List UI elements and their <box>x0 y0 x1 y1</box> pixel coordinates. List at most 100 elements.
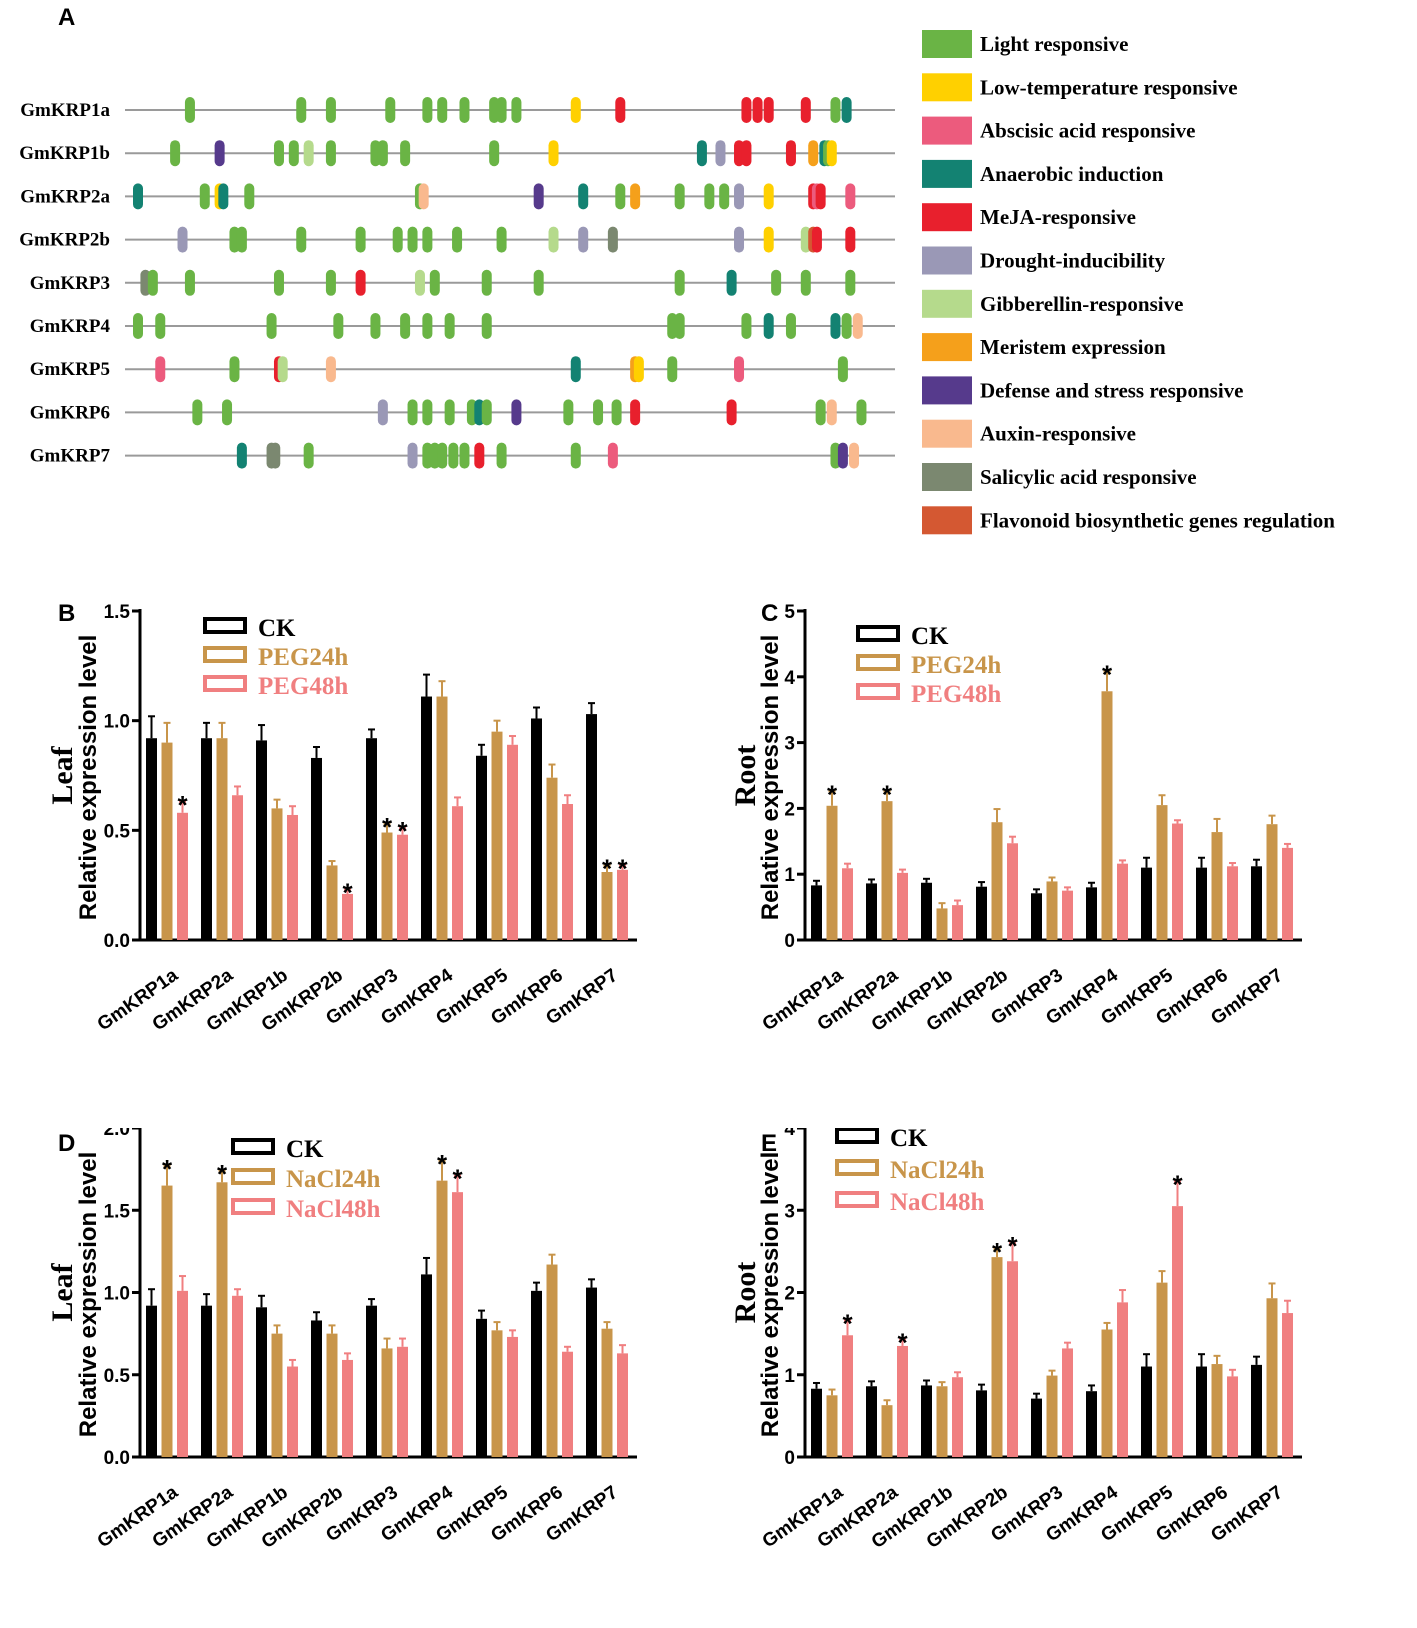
element-mark-light <box>400 140 411 167</box>
bar-nacl48h <box>1172 1206 1183 1457</box>
element-mark-light <box>444 313 455 339</box>
bar-ck <box>586 714 597 940</box>
y-tick-label: 2 <box>784 1284 795 1305</box>
legend-swatch-meristem <box>922 333 972 362</box>
element-mark-light <box>496 97 507 123</box>
y-axis-subtitle: Relative expression level <box>757 635 784 921</box>
bar-ck <box>1031 893 1042 940</box>
bar-ck <box>1251 866 1262 940</box>
y-axis-subtitle: Relative expression level <box>757 1152 784 1438</box>
element-mark-light <box>184 269 195 296</box>
element-mark-light <box>856 399 867 426</box>
element-mark-meja <box>355 269 366 296</box>
y-tick-label: 0.0 <box>104 1448 130 1469</box>
element-mark-light <box>244 183 255 210</box>
bar-peg48h <box>1282 847 1293 940</box>
bar-ck <box>256 1307 267 1457</box>
element-mark-light <box>422 97 433 123</box>
bar-peg24h <box>1101 691 1113 940</box>
bar-nacl48h <box>1282 1313 1293 1457</box>
bar-peg48h <box>287 814 298 940</box>
bar-ck <box>586 1287 597 1457</box>
element-mark-light <box>785 313 796 339</box>
bar-ck <box>1141 1366 1152 1457</box>
bar-peg48h <box>1062 890 1073 940</box>
element-mark-light <box>192 399 203 426</box>
bar-ck <box>866 883 877 940</box>
element-mark-light <box>385 97 396 123</box>
legend-label-ck: CK <box>258 615 296 642</box>
legend-swatch-peg48h <box>203 675 247 692</box>
y-axis-subtitle: Relative expression level <box>75 1152 102 1438</box>
element-mark-lowtemp <box>763 183 774 210</box>
bar-nacl48h <box>1062 1348 1073 1457</box>
element-mark-light <box>496 442 507 469</box>
bar-peg48h <box>562 804 573 940</box>
significance-star: * <box>397 816 408 846</box>
element-mark-drought <box>407 442 418 469</box>
y-axis-title: Root <box>729 1262 762 1324</box>
element-mark-aba <box>845 183 856 210</box>
significance-star: * <box>162 1154 173 1184</box>
significance-star: * <box>882 779 893 809</box>
bar-nacl48h <box>287 1366 298 1457</box>
element-mark-meja <box>763 97 774 123</box>
element-mark-light <box>481 313 492 339</box>
gene-label: GmKRP7 <box>30 446 111 467</box>
bar-peg24h <box>271 808 283 940</box>
element-mark-light <box>184 97 195 123</box>
element-mark-light <box>370 313 381 339</box>
element-mark-light <box>771 269 782 296</box>
bar-nacl24h <box>546 1264 558 1457</box>
significance-star: * <box>1172 1169 1183 1199</box>
bar-peg24h <box>216 738 228 940</box>
bar-ck <box>976 886 987 940</box>
element-mark-light <box>437 97 448 123</box>
element-mark-light <box>448 442 459 469</box>
legend-swatch-ck <box>231 1138 275 1155</box>
significance-star: * <box>217 1159 228 1189</box>
legend-label-anaerobic: Anaerobic induction <box>980 162 1164 186</box>
element-mark-meja <box>630 399 641 426</box>
element-mark-defense <box>511 399 522 426</box>
bar-peg24h <box>381 832 393 940</box>
bar-ck <box>201 738 212 940</box>
element-mark-light <box>815 399 826 426</box>
bar-peg24h <box>991 822 1003 940</box>
bar-ck <box>421 1274 432 1457</box>
element-mark-light <box>266 313 277 339</box>
element-mark-light <box>674 269 685 296</box>
bar-ck <box>921 882 932 940</box>
element-mark-meja <box>815 183 826 210</box>
y-tick-label: 2 <box>784 799 795 820</box>
bar-peg24h <box>1211 832 1223 940</box>
element-mark-light <box>296 97 307 123</box>
panel-letter-e: E <box>761 1130 778 1157</box>
legend-swatch-nacl24h <box>835 1159 879 1176</box>
y-tick-label: 1 <box>784 1366 795 1387</box>
bar-peg24h <box>1156 805 1168 940</box>
legend-swatch-flavonoid <box>922 506 972 535</box>
bar-nacl48h <box>562 1351 573 1457</box>
bar-nacl48h <box>897 1345 908 1457</box>
legend-swatch-peg48h <box>856 683 900 700</box>
y-tick-label: 1 <box>784 865 795 886</box>
bar-nacl24h <box>326 1333 338 1457</box>
legend-label-peg24h: PEG24h <box>258 644 348 671</box>
legend-label-drought: Drought-inducibility <box>980 249 1166 273</box>
element-mark-auxin <box>852 313 863 339</box>
element-mark-gib <box>414 269 425 296</box>
y-tick-label: 1.5 <box>104 1201 131 1222</box>
bar-peg24h <box>1046 881 1058 940</box>
y-axis-title: Leaf <box>46 1262 79 1321</box>
legend-swatch-ck <box>835 1128 879 1144</box>
bar-nacl48h <box>952 1377 963 1457</box>
element-mark-anaerobic <box>830 313 841 339</box>
element-mark-light <box>147 269 158 296</box>
legend-label-peg48h: PEG48h <box>911 681 1001 708</box>
panel-letter-d: D <box>58 1130 76 1157</box>
bar-ck <box>366 738 377 940</box>
element-mark-light <box>674 313 685 339</box>
